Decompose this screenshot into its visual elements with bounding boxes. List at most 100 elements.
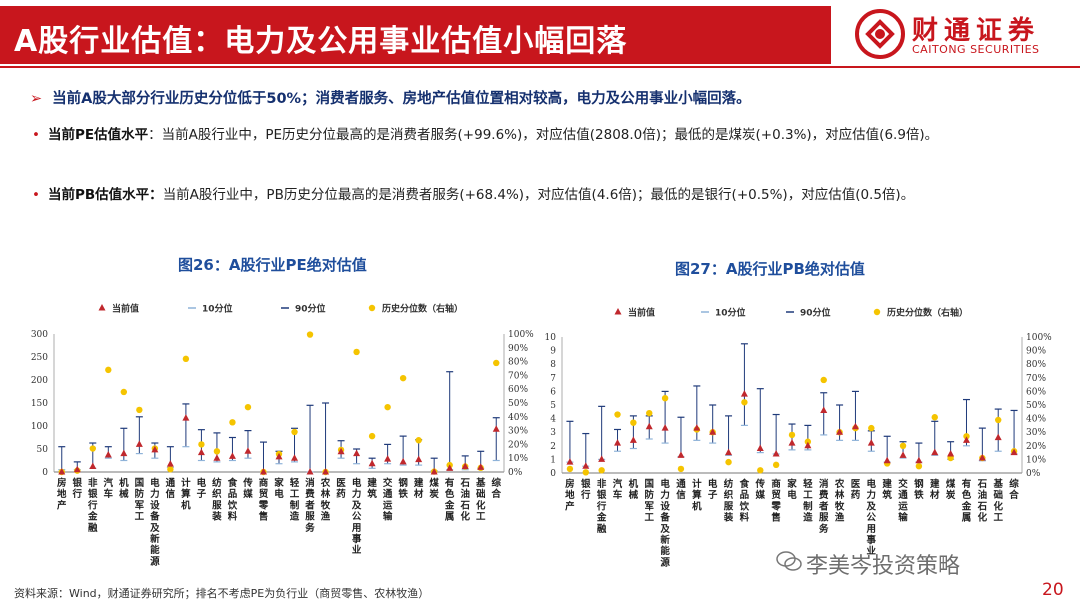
category-char: 饮 [227,499,238,511]
y2-tick-label: 90% [1026,347,1046,357]
category-char: 铁 [398,488,408,500]
percentile-dot [229,419,236,426]
category-label: 钢铁 [398,477,408,500]
current-marker [645,422,653,430]
category-char: 行 [87,499,98,511]
category-label: 煤炭 [946,478,956,501]
category-char: 有 [962,478,972,490]
category-char: 源 [150,555,160,567]
category-char: 础 [993,489,1003,501]
category-label: 电子 [197,477,207,500]
category-char: 行 [596,500,607,512]
category-char: 力 [352,488,362,500]
percentile-dot [646,409,653,417]
percentile-dot [213,448,221,455]
category-char: 业 [867,545,877,557]
category-char: 化 [460,511,470,523]
legend-pct-icon [873,308,881,316]
category-char: 子 [708,490,718,501]
current-marker [306,468,314,475]
category-char: 交 [898,478,908,490]
wechat-icon [776,551,802,571]
category-char: 轻 [290,477,300,489]
y-tick-label: 1 [550,455,556,465]
page-title: A股行业估值：电力及公用事业估值小幅回落 [14,24,628,59]
current-marker [213,454,221,461]
category-char: 售 [259,511,269,523]
category-label: 汽车 [104,477,114,500]
category-char: 子 [197,489,207,500]
category-char: 房 [565,478,575,490]
arrow-bullet-icon: ➢ [30,91,43,107]
category-char: 础 [476,488,486,500]
percentile-dot [306,331,314,338]
category-label: 电力设备及新能源 [149,477,160,567]
category-char: 炭 [429,488,439,500]
category-char: 织 [212,488,222,500]
percentile-dot [915,463,923,470]
current-marker [962,436,970,443]
percentile-dot [582,469,589,476]
category-label: 基础化工 [992,478,1003,524]
category-char: 化 [978,512,988,524]
category-char: 饮 [739,500,750,512]
category-char: 建 [413,477,424,489]
percentile-dot [384,403,391,411]
current-marker [629,436,637,443]
y2-tick-label: 80% [1026,360,1046,370]
y-tick-label: 250 [31,353,48,363]
category-char: 信 [676,489,686,501]
y-tick-label: 2 [550,442,556,452]
pe-bullet: • 当前PE估值水平：当前A股行业中，PE历史分位最高的是消费者服务(+99.6… [32,124,1038,146]
category-char: 油 [978,489,988,501]
category-char: 贸 [259,488,269,500]
category-char: 费 [305,488,315,500]
category-char: 筑 [367,488,377,500]
category-char: 石 [977,479,988,490]
current-marker [104,450,112,458]
category-char: 工 [135,512,145,523]
category-char: 渔 [321,511,331,523]
category-char: 炭 [946,489,956,501]
category-char: 银 [581,478,591,490]
category-label: 传媒 [242,477,253,500]
category-char: 计 [181,477,191,489]
category-char: 工 [803,490,813,501]
pe-bullet-text: ：当前A股行业中，PE历史分位最高的是消费者服务(+99.6%)，对应估值(28… [148,127,939,143]
current-marker [915,456,923,464]
percentile-dot [741,399,748,406]
category-char: 非 [88,477,98,489]
summary-line: ➢ 当前A股大部分行业历史分位低于50%；消费者服务、房地产估值位置相对较高，电力… [30,88,751,110]
category-char: 国 [135,478,145,489]
category-label: 家电 [787,478,797,501]
category-char: 工 [476,512,486,523]
current-marker [322,468,330,475]
current-marker [120,449,128,457]
legend-label-pct: 历史分位数（右轴） [382,303,463,315]
percentile-dot [899,442,907,449]
category-char: 色 [962,489,972,501]
category-char: 源 [660,556,670,568]
legend-current-icon [614,308,622,315]
category-char: 金 [961,500,972,512]
category-char: 合 [491,488,501,500]
legend-label-pct: 历史分位数（右轴） [887,307,968,319]
y-tick-label: 5 [550,401,556,411]
current-marker [804,441,812,449]
category-char: 服 [724,501,734,512]
category-label: 非银行金融 [87,477,98,534]
category-char: 建 [881,478,892,490]
category-char: 公 [867,513,877,524]
category-char: 合 [1009,489,1019,501]
category-char: 汽 [104,477,114,489]
category-label: 交通运输 [898,478,908,524]
category-char: 电 [787,489,797,501]
category-char: 综 [1009,478,1019,490]
category-char: 新 [660,534,670,546]
category-label: 非银行金融 [596,478,607,535]
category-char: 家 [787,478,797,490]
category-char: 媒 [242,488,253,500]
category-char: 化 [476,499,486,511]
current-marker [492,425,500,432]
current-marker [931,448,939,456]
